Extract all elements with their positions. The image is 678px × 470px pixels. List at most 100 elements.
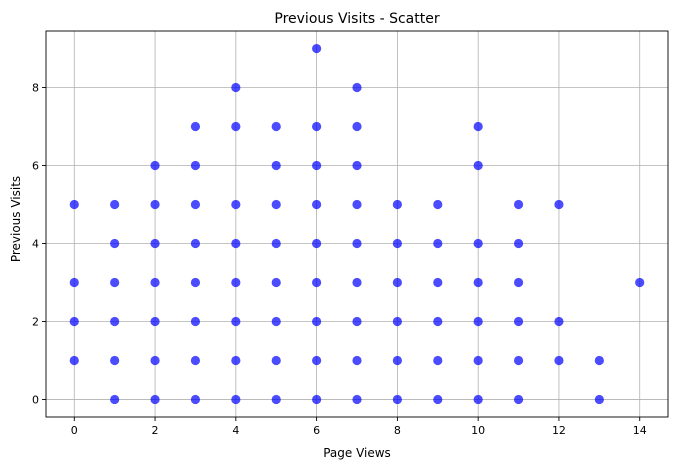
data-point bbox=[352, 355, 362, 366]
y-tick-label: 4 bbox=[32, 237, 39, 250]
data-point bbox=[513, 355, 524, 366]
data-point bbox=[513, 277, 524, 288]
data-point bbox=[271, 394, 281, 405]
plot-area bbox=[45, 30, 669, 418]
data-point bbox=[473, 238, 483, 249]
data-point bbox=[392, 199, 402, 210]
y-tick-label: 6 bbox=[32, 160, 39, 173]
data-point bbox=[473, 355, 483, 366]
data-point bbox=[352, 160, 362, 171]
data-point bbox=[231, 82, 241, 93]
data-point bbox=[473, 160, 483, 171]
data-point bbox=[473, 394, 483, 405]
data-point bbox=[513, 394, 524, 405]
data-point bbox=[190, 238, 201, 249]
data-point bbox=[69, 355, 79, 366]
data-point bbox=[433, 355, 443, 366]
data-point bbox=[110, 199, 120, 210]
data-point bbox=[554, 316, 564, 327]
data-point bbox=[110, 238, 120, 249]
data-point bbox=[312, 160, 322, 171]
data-point bbox=[433, 316, 443, 327]
data-point bbox=[150, 394, 160, 405]
data-point bbox=[150, 277, 160, 288]
data-point bbox=[190, 355, 201, 366]
data-point bbox=[271, 199, 281, 210]
data-point bbox=[352, 238, 362, 249]
data-point bbox=[473, 316, 483, 327]
data-point bbox=[110, 355, 120, 366]
chart-title: Previous Visits - Scatter bbox=[274, 11, 439, 27]
data-point bbox=[231, 277, 241, 288]
axis-ticks: 0 2 4 6 8 10 12 14 0 2 4 6 8 bbox=[32, 82, 647, 437]
data-point bbox=[392, 277, 402, 288]
data-point bbox=[392, 355, 402, 366]
x-tick-label: 4 bbox=[232, 424, 239, 437]
data-point bbox=[312, 199, 322, 210]
data-point bbox=[110, 316, 120, 327]
data-point bbox=[433, 277, 443, 288]
data-point bbox=[433, 238, 443, 249]
x-tick-label: 10 bbox=[471, 424, 485, 437]
data-point bbox=[231, 121, 241, 132]
data-point bbox=[312, 394, 322, 405]
data-point bbox=[312, 43, 322, 54]
data-point bbox=[190, 277, 201, 288]
data-point bbox=[513, 238, 524, 249]
data-point bbox=[312, 316, 322, 327]
data-point bbox=[312, 121, 322, 132]
data-point bbox=[635, 277, 645, 288]
data-point bbox=[271, 121, 281, 132]
x-tick-label: 6 bbox=[313, 424, 320, 437]
data-point bbox=[150, 160, 160, 171]
data-point bbox=[352, 316, 362, 327]
y-axis-label: Previous Visits bbox=[9, 176, 23, 262]
data-point bbox=[513, 199, 524, 210]
data-point bbox=[190, 316, 201, 327]
data-point bbox=[352, 199, 362, 210]
data-point bbox=[312, 238, 322, 249]
data-point bbox=[190, 394, 201, 405]
data-point bbox=[150, 316, 160, 327]
data-point bbox=[231, 199, 241, 210]
data-point bbox=[352, 121, 362, 132]
data-point bbox=[150, 355, 160, 366]
data-point bbox=[392, 316, 402, 327]
data-point bbox=[554, 199, 564, 210]
y-tick-label: 2 bbox=[32, 315, 39, 328]
data-point bbox=[513, 316, 524, 327]
data-point bbox=[231, 316, 241, 327]
x-axis-label: Page Views bbox=[323, 446, 391, 460]
data-point bbox=[352, 277, 362, 288]
data-point bbox=[110, 394, 120, 405]
data-point bbox=[312, 355, 322, 366]
data-point bbox=[352, 394, 362, 405]
data-point bbox=[150, 199, 160, 210]
y-tick-label: 0 bbox=[32, 393, 39, 406]
data-points bbox=[69, 43, 645, 405]
data-point bbox=[554, 355, 564, 366]
data-point bbox=[271, 355, 281, 366]
data-point bbox=[110, 277, 120, 288]
y-tick-label: 8 bbox=[32, 82, 39, 95]
data-point bbox=[392, 238, 402, 249]
data-point bbox=[594, 355, 604, 366]
data-point bbox=[271, 238, 281, 249]
data-point bbox=[69, 199, 79, 210]
x-tick-label: 0 bbox=[71, 424, 78, 437]
data-point bbox=[271, 316, 281, 327]
data-point bbox=[271, 277, 281, 288]
data-point bbox=[433, 394, 443, 405]
data-point bbox=[69, 316, 79, 327]
data-point bbox=[594, 394, 604, 405]
data-point bbox=[150, 238, 160, 249]
data-point bbox=[231, 238, 241, 249]
data-point bbox=[190, 199, 201, 210]
data-point bbox=[352, 82, 362, 93]
data-point bbox=[312, 277, 322, 288]
data-point bbox=[69, 277, 79, 288]
x-tick-label: 12 bbox=[552, 424, 566, 437]
data-point bbox=[392, 394, 402, 405]
data-point bbox=[190, 121, 201, 132]
